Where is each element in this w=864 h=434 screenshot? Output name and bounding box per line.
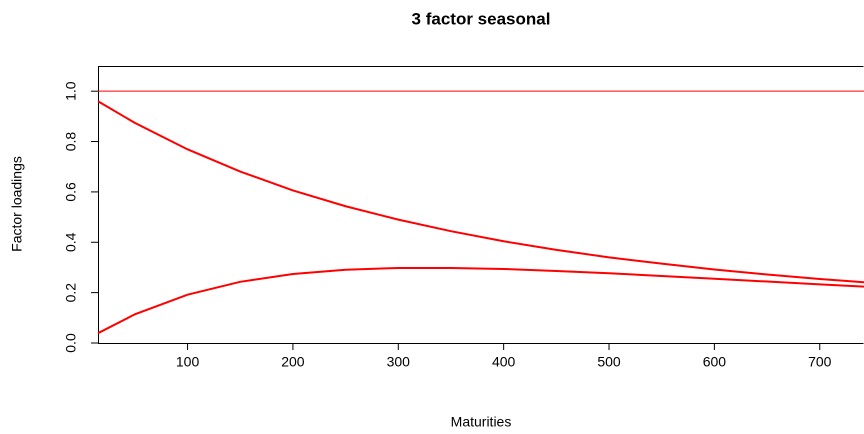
y-tick-label: 0.8 (63, 132, 79, 152)
series-line (97, 266, 864, 335)
y-tick-label: 0.0 (63, 333, 79, 353)
y-tick-label: 1.0 (63, 81, 79, 101)
y-tick-label: 0.6 (63, 182, 79, 202)
y-tick-label: 0.4 (63, 232, 79, 252)
x-tick-label: 200 (281, 354, 305, 370)
plot-frame (98, 66, 864, 344)
y-axis-label: Factor loadings (9, 156, 25, 252)
x-tick-label: 500 (597, 354, 621, 370)
x-tick-label: 100 (176, 354, 200, 370)
series-line (97, 100, 864, 284)
x-tick-label: 700 (808, 354, 832, 370)
x-tick-label: 600 (703, 354, 727, 370)
x-axis-label: Maturities (451, 414, 512, 430)
y-tick-label: 0.2 (63, 283, 79, 303)
x-tick-label: 400 (492, 354, 516, 370)
chart-title: 3 factor seasonal (412, 9, 551, 28)
x-tick-label: 300 (387, 354, 411, 370)
